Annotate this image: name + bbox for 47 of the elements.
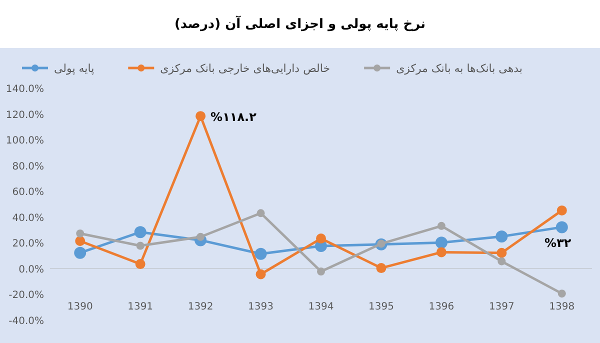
point (254, 248, 267, 260)
y-tick-label: 100.0% (6, 136, 44, 147)
x-tick-label: 1392 (188, 301, 214, 312)
x-tick-label: 1396 (428, 301, 454, 312)
x-tick-label: 1394 (308, 301, 334, 312)
point (196, 111, 206, 122)
point (435, 236, 448, 249)
x-tick-label: 1398 (549, 301, 575, 312)
y-tick-label: -20.0% (8, 290, 44, 302)
y-tick-label: 40.0% (12, 212, 44, 224)
point (316, 234, 326, 244)
y-tick-label: 80.0% (12, 161, 44, 172)
annotation: %۳۲ (544, 236, 572, 250)
point (256, 269, 266, 280)
y-tick-label: 20.0% (12, 238, 44, 250)
y-tick-label: 120.0% (6, 110, 44, 121)
legend-label: بدهی بانک‌ها به بانک مرکزی (396, 62, 522, 75)
legend-label: خالص دارایی‌های خارجی بانک مرکزی (160, 62, 330, 75)
point (134, 226, 146, 238)
point (556, 221, 568, 234)
x-tick-label: 1395 (368, 301, 394, 312)
point (496, 230, 508, 242)
chart-title: نرخ پایه پولی و اجزای اصلی آن (درصد) (174, 15, 426, 32)
y-tick-label: -40.0% (8, 316, 44, 327)
point (556, 205, 567, 216)
point (256, 209, 265, 218)
point (135, 259, 146, 270)
y-tick-label: 60.0% (12, 187, 44, 198)
x-tick-label: 1390 (67, 301, 93, 312)
point (75, 236, 86, 246)
point (558, 290, 566, 298)
point (76, 230, 84, 238)
point (498, 257, 506, 266)
point (74, 246, 86, 259)
point (317, 268, 325, 276)
point (436, 247, 446, 258)
y-tick-label: 140.0% (6, 84, 44, 95)
y-tick-label: 0.0% (18, 264, 44, 276)
point (496, 248, 507, 258)
x-tick-label: 1391 (128, 301, 154, 312)
x-tick-label: 1397 (488, 301, 514, 312)
legend-label: پایه پولی (54, 62, 94, 75)
x-tick-label: 1393 (248, 301, 274, 312)
annotation: %۱۱۸.۲ (210, 110, 258, 124)
point (136, 242, 144, 250)
point (376, 263, 386, 274)
point (437, 222, 446, 230)
